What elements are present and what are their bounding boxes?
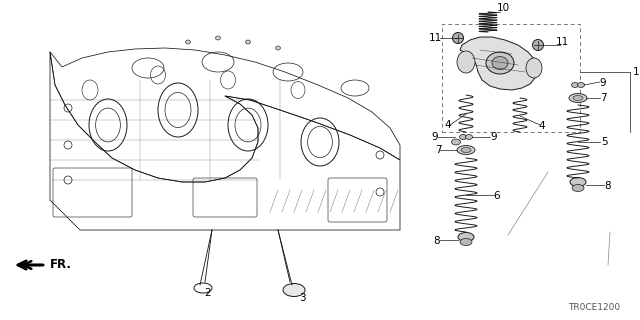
Text: 8: 8 <box>434 236 440 246</box>
Ellipse shape <box>526 58 542 78</box>
Text: 11: 11 <box>428 33 442 43</box>
Ellipse shape <box>465 134 472 140</box>
Text: 4: 4 <box>445 120 451 130</box>
Text: 7: 7 <box>600 93 606 103</box>
Text: 6: 6 <box>493 191 500 201</box>
Text: 4: 4 <box>539 121 545 131</box>
Text: 1: 1 <box>633 67 639 77</box>
Text: 8: 8 <box>605 181 611 191</box>
Ellipse shape <box>573 95 583 100</box>
Text: 11: 11 <box>556 37 568 47</box>
Ellipse shape <box>460 238 472 245</box>
Text: 2: 2 <box>205 288 211 298</box>
Ellipse shape <box>532 39 543 51</box>
Ellipse shape <box>186 40 191 44</box>
Text: 9: 9 <box>432 132 438 142</box>
Text: 5: 5 <box>602 137 608 147</box>
Text: 10: 10 <box>497 3 509 13</box>
Ellipse shape <box>457 146 475 155</box>
Ellipse shape <box>457 51 475 73</box>
Text: TR0CE1200: TR0CE1200 <box>568 303 620 313</box>
Ellipse shape <box>283 284 305 297</box>
Ellipse shape <box>275 46 280 50</box>
Ellipse shape <box>572 185 584 191</box>
Text: 3: 3 <box>299 293 305 303</box>
Ellipse shape <box>451 139 461 145</box>
Ellipse shape <box>458 233 474 242</box>
Ellipse shape <box>572 83 579 87</box>
Ellipse shape <box>460 134 467 140</box>
Text: 9: 9 <box>491 132 497 142</box>
Ellipse shape <box>492 57 508 69</box>
Text: 7: 7 <box>435 145 442 155</box>
Ellipse shape <box>570 178 586 187</box>
Ellipse shape <box>486 52 514 74</box>
Ellipse shape <box>569 93 587 102</box>
Ellipse shape <box>216 36 221 40</box>
Ellipse shape <box>577 83 584 87</box>
Bar <box>442 24 580 132</box>
Polygon shape <box>460 37 538 90</box>
Text: FR.: FR. <box>50 259 72 271</box>
Ellipse shape <box>246 40 250 44</box>
Text: 9: 9 <box>600 78 606 88</box>
Ellipse shape <box>461 148 471 153</box>
Ellipse shape <box>452 33 463 44</box>
